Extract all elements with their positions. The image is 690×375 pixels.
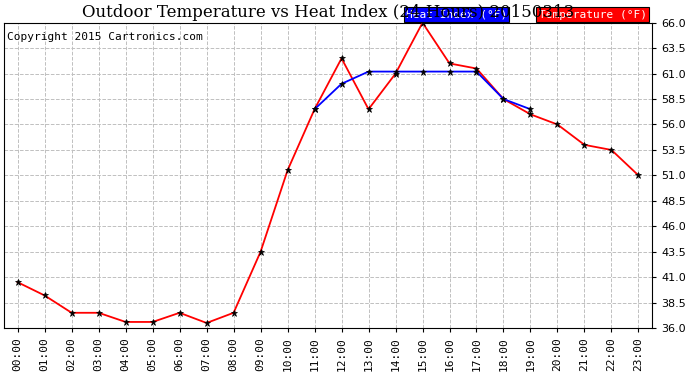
Text: Heat Index (°F): Heat Index (°F) [406, 10, 507, 20]
Text: Copyright 2015 Cartronics.com: Copyright 2015 Cartronics.com [8, 32, 203, 42]
Title: Outdoor Temperature vs Heat Index (24 Hours) 20150313: Outdoor Temperature vs Heat Index (24 Ho… [82, 4, 574, 21]
Text: Temperature (°F): Temperature (°F) [539, 10, 647, 20]
